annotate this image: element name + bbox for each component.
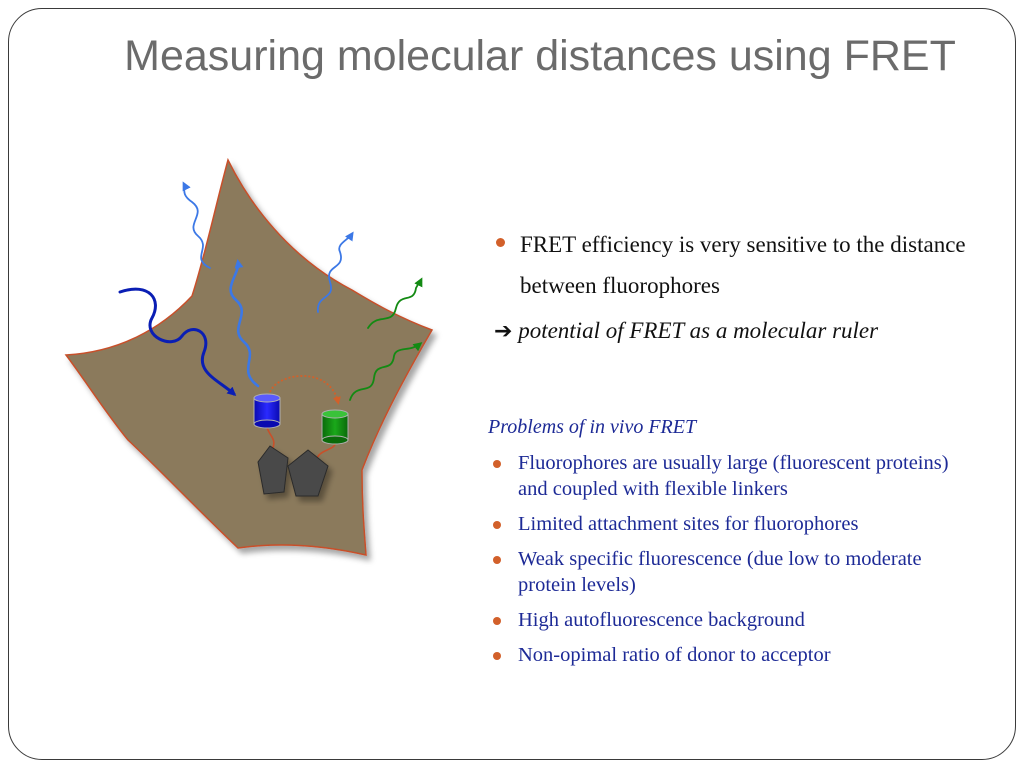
- excitation-wave-secondary: [229, 259, 260, 388]
- main-point: FRET efficiency is very sensitive to the…: [490, 224, 980, 306]
- protein-pair: [257, 445, 329, 497]
- donor-emission-wave-1: [182, 181, 211, 269]
- excitation-wave: [118, 287, 237, 396]
- main-points-list: FRET efficiency is very sensitive to the…: [490, 224, 980, 306]
- problem-item: Weak specific fluorescence (due low to m…: [490, 546, 970, 598]
- problem-text: Weak specific fluorescence (due low to m…: [518, 548, 922, 596]
- bullet-icon: [496, 238, 505, 247]
- acceptor-emission-wave-1: [367, 277, 423, 329]
- bullet-icon: [493, 521, 501, 529]
- protein-right: [287, 449, 329, 497]
- problem-text: High autofluorescence background: [518, 609, 805, 631]
- problem-text: Fluorophores are usually large (fluoresc…: [518, 452, 949, 500]
- main-point-text: FRET efficiency is very sensitive to the…: [520, 232, 966, 298]
- bullet-icon: [493, 617, 501, 625]
- slide-title: Measuring molecular distances using FRET: [124, 32, 956, 80]
- molecular-ruler-line: ➔ potential of FRET as a molecular ruler: [494, 314, 994, 349]
- protein-left: [257, 445, 289, 495]
- donor-emission-wave-2: [317, 231, 354, 313]
- problem-item: Non-opimal ratio of donor to acceptor: [490, 642, 970, 668]
- problem-item: Limited attachment sites for fluorophore…: [490, 511, 970, 537]
- acceptor-fluorophore: [321, 409, 349, 445]
- bullet-icon: [493, 556, 501, 564]
- problem-item: High autofluorescence background: [490, 607, 970, 633]
- problems-list: Fluorophores are usually large (fluoresc…: [490, 450, 970, 677]
- problems-heading: Problems of in vivo FRET: [488, 416, 697, 438]
- problem-item: Fluorophores are usually large (fluoresc…: [490, 450, 970, 502]
- problem-text: Non-opimal ratio of donor to acceptor: [518, 644, 831, 666]
- right-arrow-icon: ➔: [494, 319, 513, 344]
- problem-text: Limited attachment sites for fluorophore…: [518, 513, 859, 535]
- bullet-icon: [493, 460, 501, 468]
- donor-fluorophore: [253, 393, 281, 429]
- acceptor-emission-wave-2: [349, 342, 423, 401]
- molecular-ruler-text: potential of FRET as a molecular ruler: [518, 318, 879, 343]
- bullet-icon: [493, 652, 501, 660]
